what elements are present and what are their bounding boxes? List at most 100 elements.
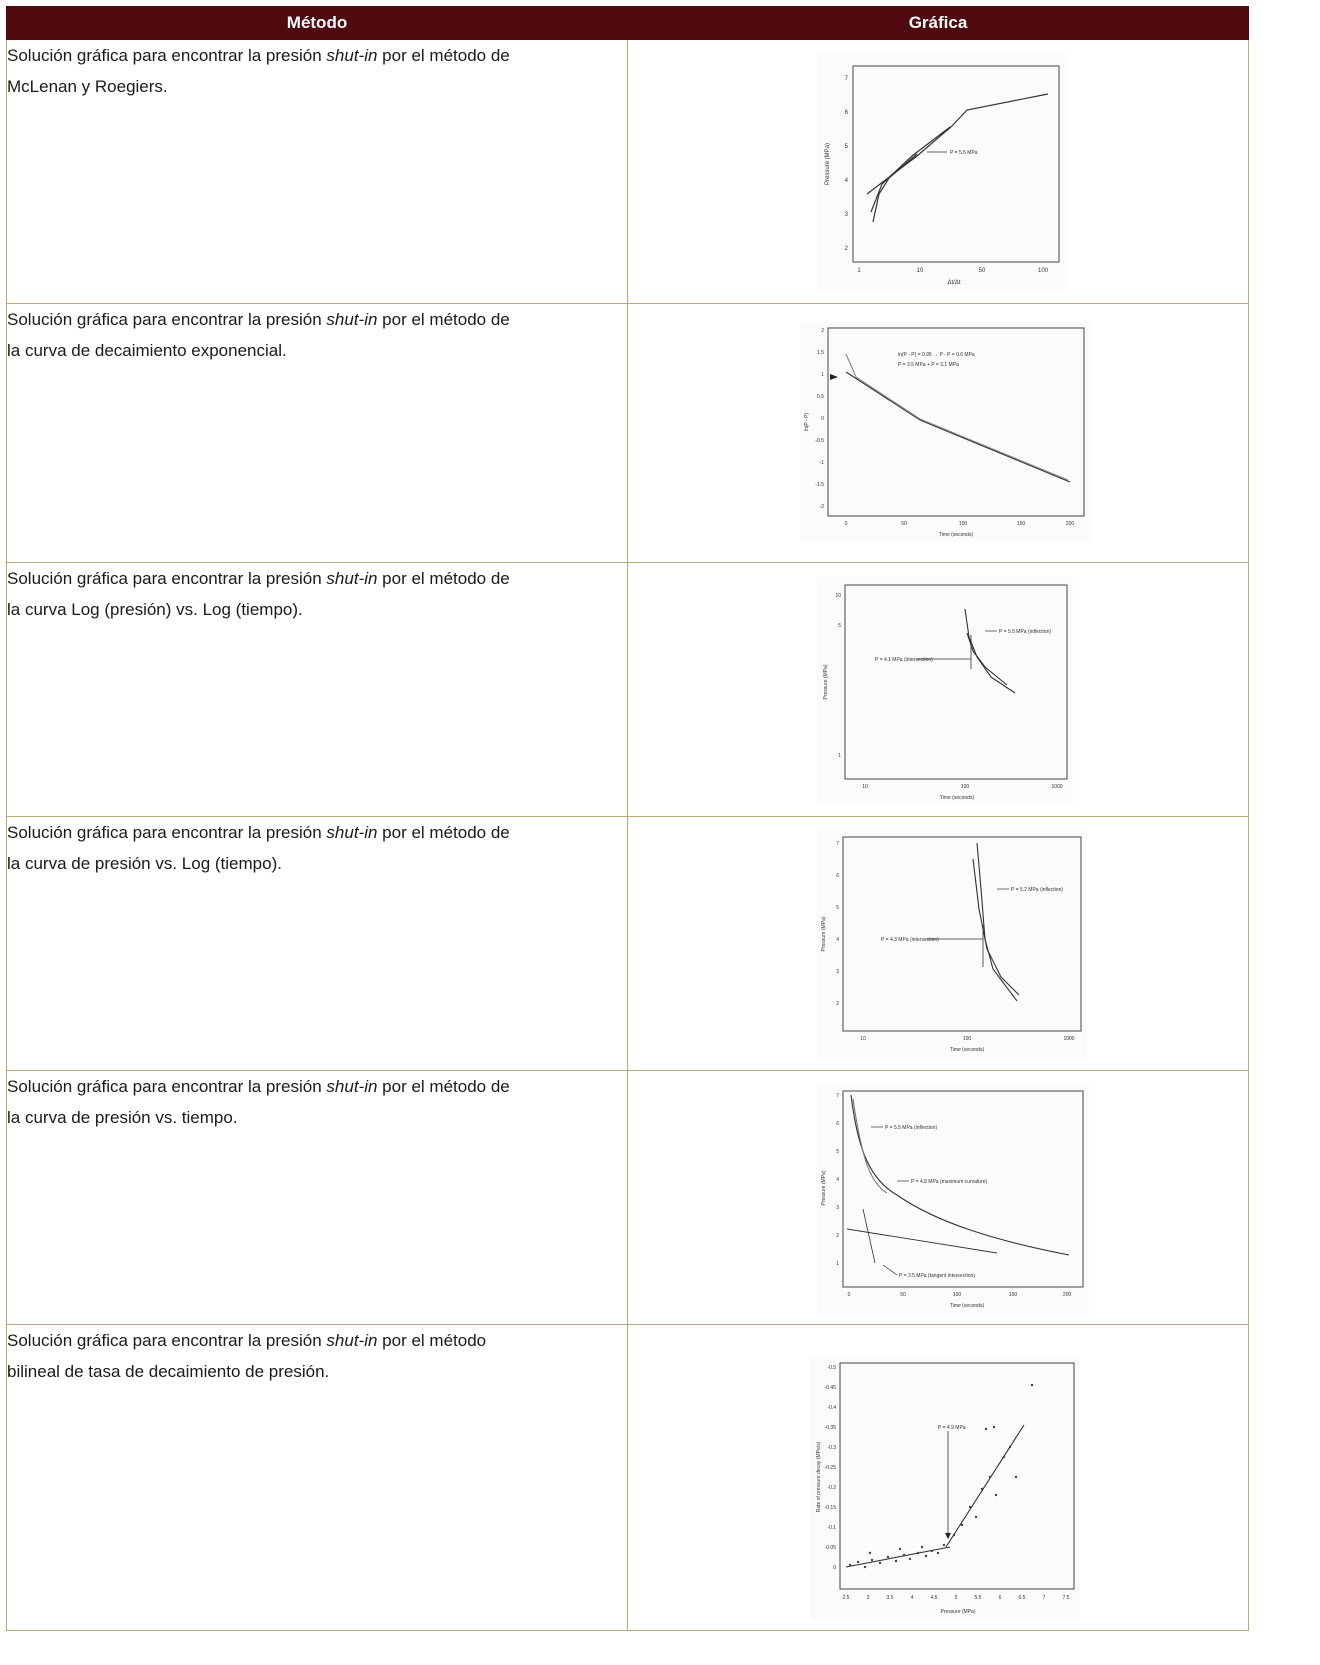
method-cell: Solución gráfica para encontrar la presi…	[6, 816, 628, 1071]
y-tick: 3	[836, 1205, 839, 1211]
y-axis-label: ln(P - P)	[804, 413, 810, 432]
annotation: P = 3.5 MPa + P = 3.1 MPa	[898, 362, 959, 368]
x-tick: 0	[845, 521, 848, 527]
x-axis-label: Pressure (MPa)	[940, 1609, 975, 1615]
desc-em: shut-in	[326, 1077, 378, 1096]
figure-p-vs-t: 7 6 5 4 3 2 1 0 50 100 150	[817, 1083, 1089, 1315]
x-tick: 5	[955, 1595, 958, 1601]
figure-bilinear: -0.5 -0.45 -0.4 -0.35 -0.3 -0.25 -0.2 -0…	[810, 1357, 1080, 1621]
desc-text: por el método de la curva de presión vs.…	[7, 823, 510, 873]
x-tick: 10	[860, 1036, 866, 1042]
x-tick: 150	[1017, 521, 1026, 527]
x-tick: 100	[963, 1036, 972, 1042]
y-axis-label: Pressure (MPa)	[825, 143, 831, 185]
y-tick: 3	[836, 969, 839, 975]
table-row: Solución gráfica para encontrar la presi…	[6, 562, 1249, 817]
y-tick: -1	[820, 460, 825, 466]
x-tick: 150	[1009, 1292, 1018, 1298]
graph-cell: 2 1.5 1 0.5 0 -0.5 -1 -1.5 -2 0 50	[627, 303, 1249, 563]
y-axis-label: Pressure (MPa)	[821, 1170, 827, 1205]
annotation: P = 4.9 MPa	[938, 1425, 966, 1431]
y-tick: 10	[835, 593, 841, 599]
x-axis-label: Time (seconds)	[940, 795, 975, 801]
desc-text: por el método de McLenan y Roegiers.	[7, 46, 510, 96]
y-tick: 5	[845, 144, 849, 150]
y-axis-label: Pressure (MPa)	[823, 664, 829, 699]
header-row: Método Gráfica	[6, 6, 1249, 40]
x-tick: 10	[862, 784, 868, 790]
x-tick: 1000	[1063, 1036, 1074, 1042]
x-tick: 200	[1063, 1292, 1072, 1298]
x-tick: 7	[1043, 1595, 1046, 1601]
y-tick: 4	[836, 1177, 839, 1183]
x-tick: 100	[961, 784, 970, 790]
y-tick: -0.05	[825, 1545, 837, 1551]
method-cell: Solución gráfica para encontrar la presi…	[6, 562, 628, 817]
methods-table: Método Gráfica Solución gráfica para enc…	[6, 6, 1249, 1631]
x-axis-label: Time (seconds)	[939, 532, 974, 538]
y-tick: 4	[836, 937, 839, 943]
desc-text: Solución gráfica para encontrar la presi…	[7, 569, 327, 588]
graph-cell: 7 6 5 4 3 2 1 0 50 100 150	[627, 1070, 1249, 1325]
x-tick: 100	[953, 1292, 962, 1298]
x-tick: 5.5	[975, 1595, 982, 1601]
y-tick: 6	[845, 110, 849, 116]
desc-text: por el método de la curva de decaimiento…	[7, 310, 510, 360]
desc-em: shut-in	[326, 310, 378, 329]
y-tick: -2	[820, 504, 825, 510]
y-tick: 7	[836, 1093, 839, 1099]
x-tick: 6	[999, 1595, 1002, 1601]
y-tick: 2	[836, 1233, 839, 1239]
graph-cell: 7 6 5 4 3 2 1 10 50 100	[627, 39, 1249, 304]
table-row: Solución gráfica para encontrar la presi…	[6, 39, 1249, 304]
method-description: Solución gráfica para encontrar la presi…	[7, 1325, 527, 1387]
y-tick: -0.1	[827, 1525, 836, 1531]
annotation: P = 4.1 MPa (intersection)	[875, 657, 933, 663]
desc-text: por el método bilineal de tasa de decaim…	[7, 1331, 487, 1381]
x-axis-label: Time (seconds)	[950, 1047, 985, 1053]
x-tick: 1	[857, 268, 861, 274]
x-tick: 3.5	[887, 1595, 894, 1601]
desc-em: shut-in	[326, 569, 378, 588]
x-tick: 4	[911, 1595, 914, 1601]
y-tick: 0.5	[817, 394, 824, 400]
x-tick: 200	[1066, 521, 1075, 527]
x-tick: 10	[917, 268, 924, 274]
y-tick: -0.45	[825, 1385, 837, 1391]
table-row: Solución gráfica para encontrar la presi…	[6, 1324, 1249, 1631]
y-tick: 2	[845, 246, 849, 252]
desc-text: Solución gráfica para encontrar la presi…	[7, 310, 327, 329]
x-tick: 0	[848, 1292, 851, 1298]
annotation: P = 5.5 MPa (inflection)	[999, 629, 1051, 635]
annotation: P = 5.2 MPa (inflection)	[1011, 887, 1063, 893]
y-tick: -0.4	[827, 1405, 836, 1411]
y-tick: 5	[838, 623, 841, 629]
y-tick: 7	[836, 841, 839, 847]
y-tick: 1.5	[817, 350, 824, 356]
x-axis-label: Δt/Δt	[947, 280, 960, 286]
y-tick: 0	[833, 1565, 836, 1571]
x-tick: 1000	[1051, 784, 1062, 790]
y-tick: -0.3	[827, 1445, 836, 1451]
y-tick: -0.5	[827, 1365, 836, 1371]
x-tick: 50	[901, 521, 907, 527]
x-tick: 6.5	[1019, 1595, 1026, 1601]
figure-p-vs-log-t: 7 6 5 4 3 2 10 100 1000 Time (seconds	[817, 829, 1087, 1059]
y-tick: 6	[836, 1121, 839, 1127]
y-tick: -0.35	[825, 1425, 837, 1431]
annotation: P = 3.5 MPa (tangent intersection)	[899, 1273, 975, 1279]
table-row: Solución gráfica para encontrar la presi…	[6, 303, 1249, 563]
method-description: Solución gráfica para encontrar la presi…	[7, 563, 527, 625]
y-tick: -0.5	[815, 438, 824, 444]
header-graph: Gráfica	[627, 6, 1249, 40]
method-cell: Solución gráfica para encontrar la presi…	[6, 39, 628, 304]
desc-text: Solución gráfica para encontrar la presi…	[7, 1077, 327, 1096]
desc-text: Solución gráfica para encontrar la presi…	[7, 1331, 327, 1350]
y-axis-label: Pressure (MPa)	[821, 916, 827, 951]
annotation: P = 4.8 MPa (maximum curvature)	[911, 1179, 988, 1185]
method-description: Solución gráfica para encontrar la presi…	[7, 817, 527, 879]
method-description: Solución gráfica para encontrar la presi…	[7, 40, 527, 102]
x-tick: 100	[959, 521, 968, 527]
y-tick: -0.25	[825, 1465, 837, 1471]
method-description: Solución gráfica para encontrar la presi…	[7, 304, 527, 366]
